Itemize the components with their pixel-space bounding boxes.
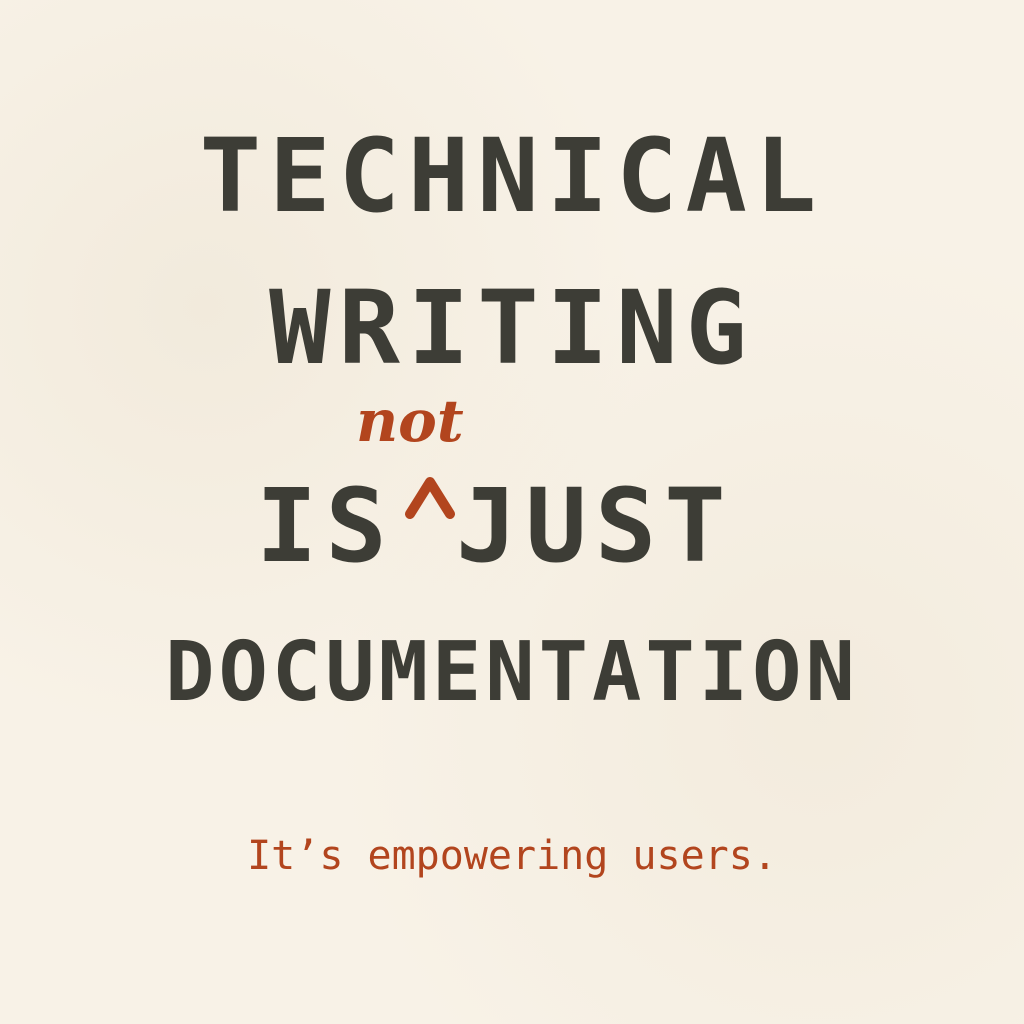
headline-line-3: IS JUST xyxy=(0,476,1024,586)
inserted-word-not: not xyxy=(356,387,464,455)
headline-word-just: JUST xyxy=(456,467,734,586)
headline-word-is: IS xyxy=(256,467,395,586)
headline-line-1: TECHNICAL xyxy=(199,117,825,236)
caret-insertion-icon xyxy=(405,477,455,519)
headline-line-4: DOCUMENTATION xyxy=(165,625,859,720)
headline-line-2: WRITING xyxy=(269,269,755,388)
tagline: It’s empowering users. xyxy=(247,833,777,879)
